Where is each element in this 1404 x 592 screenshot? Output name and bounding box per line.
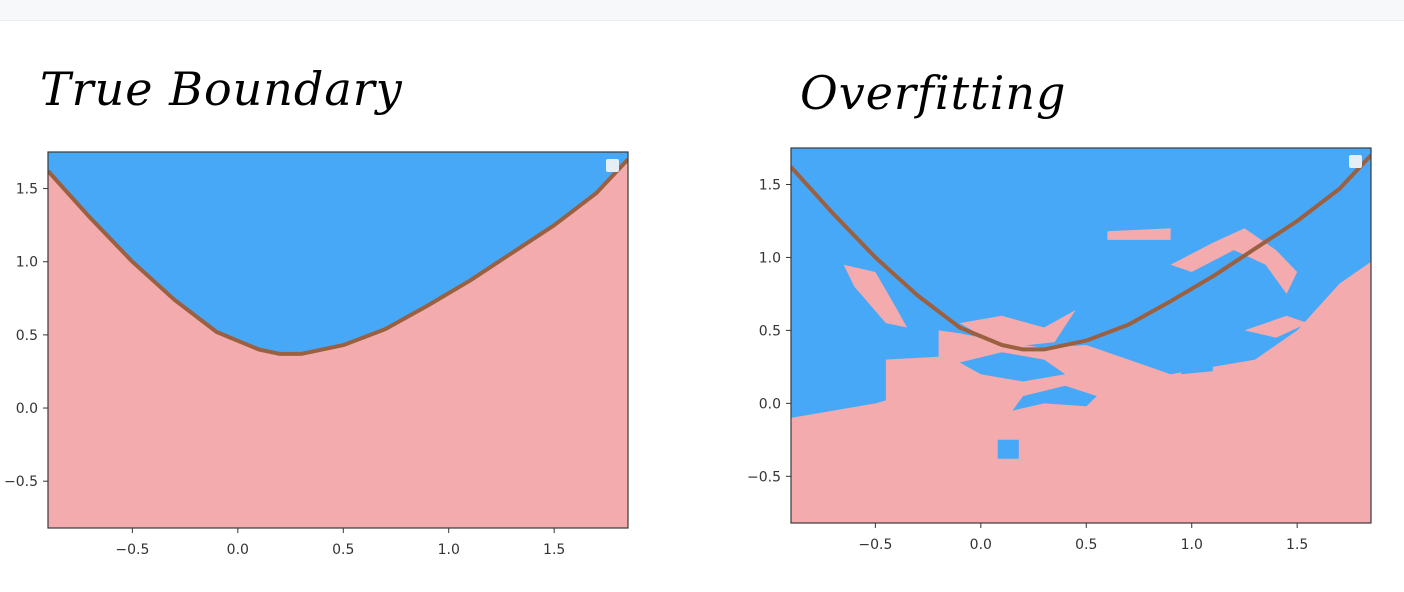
x-tick-label: 1.0 xyxy=(1181,537,1203,553)
pink-region xyxy=(48,159,628,528)
y-tick-label: −0.5 xyxy=(4,474,38,490)
top-bar xyxy=(0,0,1404,21)
chart-title-overfitting: Overfitting xyxy=(800,66,1067,120)
plot-frame xyxy=(790,147,1372,524)
y-tick-label: −0.5 xyxy=(747,469,781,485)
y-tick-label: 1.0 xyxy=(16,255,38,271)
y-tick-label: 0.5 xyxy=(759,323,781,339)
x-tick-label: 0.5 xyxy=(332,542,354,558)
x-tick-label: −0.5 xyxy=(858,537,892,553)
x-tick-label: 1.0 xyxy=(438,542,460,558)
plot-area xyxy=(791,148,1371,523)
x-tick-label: 1.5 xyxy=(543,542,565,558)
pink-island xyxy=(843,264,907,328)
y-tick-label: 1.0 xyxy=(759,250,781,266)
plot-area xyxy=(48,152,628,528)
pink-island xyxy=(1107,228,1171,240)
chart-title-true-boundary: True Boundary xyxy=(40,62,403,116)
y-tick-label: 1.5 xyxy=(759,177,781,193)
blue-island xyxy=(1181,364,1213,375)
pink-island xyxy=(1170,228,1298,294)
y-tick-label: 0.0 xyxy=(16,401,38,417)
x-tick-label: 0.0 xyxy=(227,542,249,558)
blue-island xyxy=(959,352,1066,382)
x-tick-label: 0.0 xyxy=(970,537,992,553)
x-tick-label: −0.5 xyxy=(115,542,149,558)
y-tick-label: 1.5 xyxy=(16,182,38,198)
legend-marker xyxy=(606,159,619,172)
y-tick-label: 0.5 xyxy=(16,328,38,344)
x-tick-label: 0.5 xyxy=(1075,537,1097,553)
legend-marker xyxy=(1349,155,1362,168)
y-tick-label: 0.0 xyxy=(759,396,781,412)
x-tick-label: 1.5 xyxy=(1286,537,1308,553)
blue-island xyxy=(1012,385,1097,411)
plot-frame xyxy=(47,151,629,529)
boundary-line xyxy=(48,157,628,356)
boundary-line xyxy=(791,153,1371,352)
pink-island xyxy=(1244,315,1308,338)
blue-island xyxy=(997,439,1019,459)
